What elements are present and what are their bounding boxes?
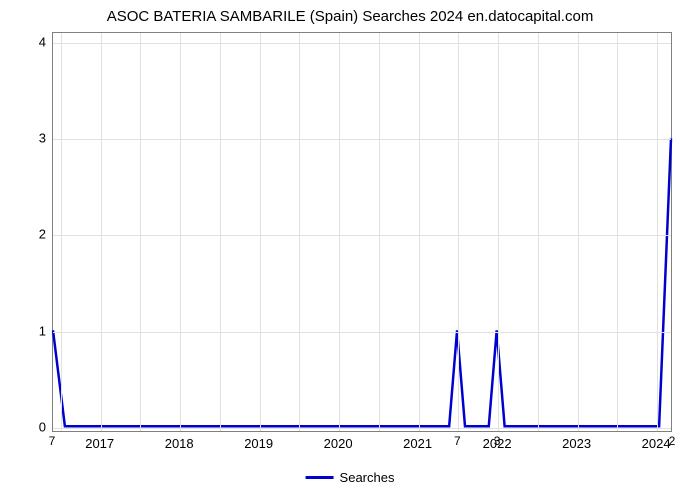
gridline-v [379, 33, 380, 431]
gridline-v [419, 33, 420, 431]
gridline-v [180, 33, 181, 431]
legend: Searches [306, 470, 395, 485]
data-label: 2 [669, 434, 676, 448]
chart-title: ASOC BATERIA SAMBARILE (Spain) Searches … [0, 8, 700, 25]
gridline-h [53, 235, 671, 236]
gridline-v [299, 33, 300, 431]
chart-container: ASOC BATERIA SAMBARILE (Spain) Searches … [0, 0, 700, 500]
x-tick-label: 2024 [642, 436, 671, 451]
data-label: 7 [454, 434, 461, 448]
gridline-h [53, 332, 671, 333]
gridline-h [53, 139, 671, 140]
y-tick-label: 1 [6, 323, 46, 338]
gridline-v [657, 33, 658, 431]
plot-area [52, 32, 672, 432]
x-tick-label: 2023 [562, 436, 591, 451]
gridline-v [458, 33, 459, 431]
data-label: 7 [49, 434, 56, 448]
gridline-v [101, 33, 102, 431]
x-tick-label: 2018 [165, 436, 194, 451]
gridline-h [53, 428, 671, 429]
y-tick-label: 2 [6, 227, 46, 242]
legend-label: Searches [340, 470, 395, 485]
gridline-v [617, 33, 618, 431]
gridline-v [140, 33, 141, 431]
y-tick-label: 0 [6, 420, 46, 435]
gridline-v [578, 33, 579, 431]
gridline-v [538, 33, 539, 431]
gridline-v [339, 33, 340, 431]
gridline-v [220, 33, 221, 431]
gridline-v [498, 33, 499, 431]
x-tick-label: 2021 [403, 436, 432, 451]
x-tick-label: 2019 [244, 436, 273, 451]
y-tick-label: 4 [6, 34, 46, 49]
x-tick-label: 2017 [85, 436, 114, 451]
gridline-h [53, 43, 671, 44]
x-tick-label: 2020 [324, 436, 353, 451]
gridline-v [260, 33, 261, 431]
gridline-v [61, 33, 62, 431]
y-tick-label: 3 [6, 131, 46, 146]
data-label: 3 [494, 434, 501, 448]
legend-swatch [306, 476, 334, 479]
